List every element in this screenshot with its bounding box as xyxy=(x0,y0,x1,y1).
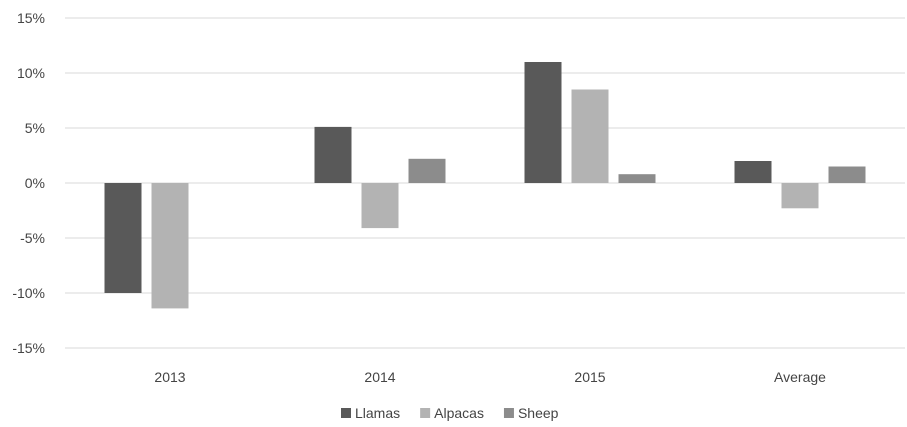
bar-llamas-2013 xyxy=(104,183,142,293)
legend-label-sheep: Sheep xyxy=(518,405,559,421)
bar-sheep-2015 xyxy=(618,174,656,183)
bar-alpacas-average xyxy=(781,183,819,209)
y-tick-label: 10% xyxy=(17,65,45,81)
bar-alpacas-2014 xyxy=(361,183,399,229)
y-tick-label: -15% xyxy=(12,340,45,356)
legend-swatch-sheep xyxy=(503,408,514,418)
y-tick-label: 15% xyxy=(17,10,45,26)
bar-alpacas-2015 xyxy=(571,89,609,183)
bar-llamas-2014 xyxy=(314,126,352,183)
bar-alpacas-2013 xyxy=(151,183,189,309)
legend-swatch-alpacas xyxy=(420,408,431,418)
x-category-label: 2013 xyxy=(154,369,185,385)
x-category-label: 2014 xyxy=(364,369,395,385)
bars xyxy=(104,62,866,309)
legend-label-alpacas: Alpacas xyxy=(434,405,484,421)
bar-llamas-average xyxy=(734,161,772,183)
legend-label-llamas: Llamas xyxy=(355,405,400,421)
legend: Llamas Alpacas Sheep xyxy=(341,405,559,421)
bar-sheep-average xyxy=(828,166,866,183)
x-axis-category-labels: 2013 2014 2015 Average xyxy=(154,369,826,385)
y-tick-label: 0% xyxy=(25,175,45,191)
y-tick-label: 5% xyxy=(25,120,45,136)
bar-llamas-2015 xyxy=(524,62,562,183)
y-tick-label: -5% xyxy=(20,230,45,246)
x-category-label: 2015 xyxy=(574,369,605,385)
bar-sheep-2014 xyxy=(408,158,446,183)
x-category-label: Average xyxy=(774,369,826,385)
y-tick-label: -10% xyxy=(12,285,45,301)
legend-swatch-llamas xyxy=(341,408,351,418)
y-axis-tick-labels: 15% 10% 5% 0% -5% -10% -15% xyxy=(12,10,45,356)
gridlines xyxy=(65,17,905,349)
